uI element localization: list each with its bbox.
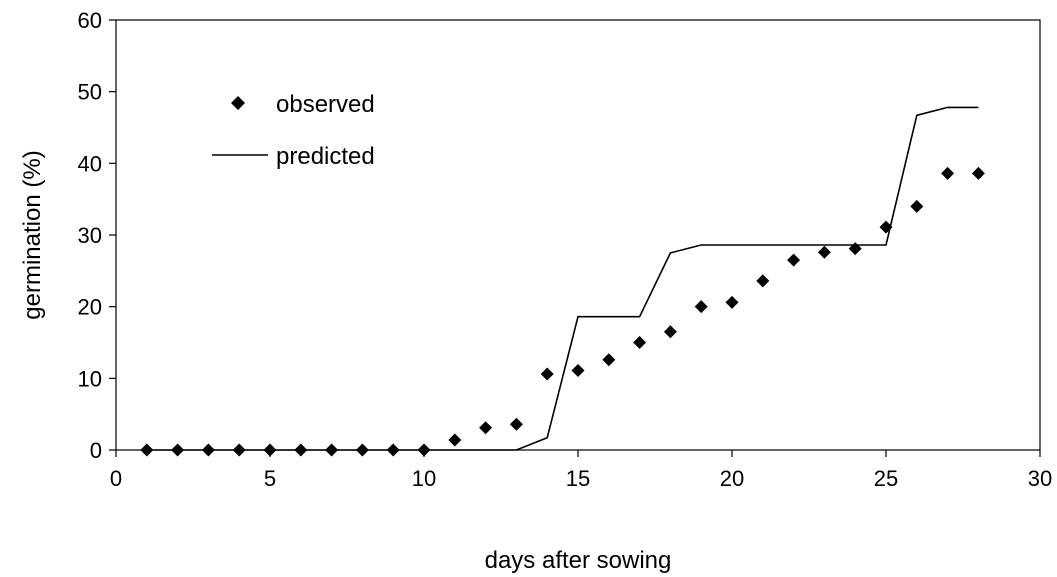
series-line-predicted <box>146 106 979 451</box>
data-point-observed <box>756 274 770 288</box>
data-point-observed <box>417 443 431 457</box>
data-point-observed <box>140 443 154 457</box>
plot-area <box>115 19 1041 451</box>
data-point-observed <box>355 443 369 457</box>
y-tick-label: 60 <box>78 8 102 33</box>
x-tick-label: 30 <box>1028 466 1052 491</box>
series-layer <box>140 106 985 457</box>
y-axis: 0 10 20 30 40 50 60 <box>78 8 116 463</box>
x-axis-title: days after sowing <box>485 547 672 574</box>
data-point-observed <box>448 433 462 447</box>
y-tick-label: 20 <box>78 295 102 320</box>
data-point-observed <box>879 220 893 234</box>
x-tick-label: 0 <box>110 466 122 491</box>
y-axis-title: germination (%) <box>19 150 46 319</box>
data-point-observed <box>694 300 708 314</box>
data-point-observed <box>232 443 246 457</box>
data-point-observed <box>294 443 308 457</box>
data-point-observed <box>540 367 554 381</box>
data-point-observed <box>725 295 739 309</box>
data-point-observed <box>571 363 585 377</box>
data-point-observed <box>848 242 862 256</box>
data-point-observed <box>910 199 924 213</box>
legend-marker-observed <box>231 96 245 110</box>
legend-label-observed: observed <box>276 91 375 118</box>
y-tick-label: 0 <box>90 438 102 463</box>
y-tick-label: 50 <box>78 80 102 105</box>
legend: observed predicted <box>212 91 375 170</box>
data-point-observed <box>263 443 277 457</box>
data-point-observed <box>941 166 955 180</box>
data-point-observed <box>663 325 677 339</box>
y-tick-label: 10 <box>78 366 102 391</box>
x-axis: 0 5 10 15 20 25 30 <box>110 450 1052 491</box>
data-point-observed <box>602 353 616 367</box>
data-point-observed <box>509 417 523 431</box>
data-point-observed <box>817 245 831 259</box>
x-tick-label: 25 <box>874 466 898 491</box>
data-point-observed <box>633 336 647 349</box>
data-point-observed <box>325 443 339 457</box>
data-point-observed <box>479 421 493 435</box>
x-tick-label: 5 <box>264 466 276 491</box>
x-tick-label: 10 <box>412 466 436 491</box>
x-tick-label: 20 <box>720 466 744 491</box>
data-point-observed <box>386 443 400 457</box>
y-tick-label: 30 <box>78 223 102 248</box>
data-point-observed <box>971 166 985 180</box>
y-tick-label: 40 <box>78 151 102 176</box>
data-point-observed <box>787 253 801 267</box>
data-point-observed <box>171 443 185 457</box>
x-tick-label: 15 <box>566 466 590 491</box>
legend-label-predicted: predicted <box>276 143 375 170</box>
data-point-observed <box>201 443 215 457</box>
